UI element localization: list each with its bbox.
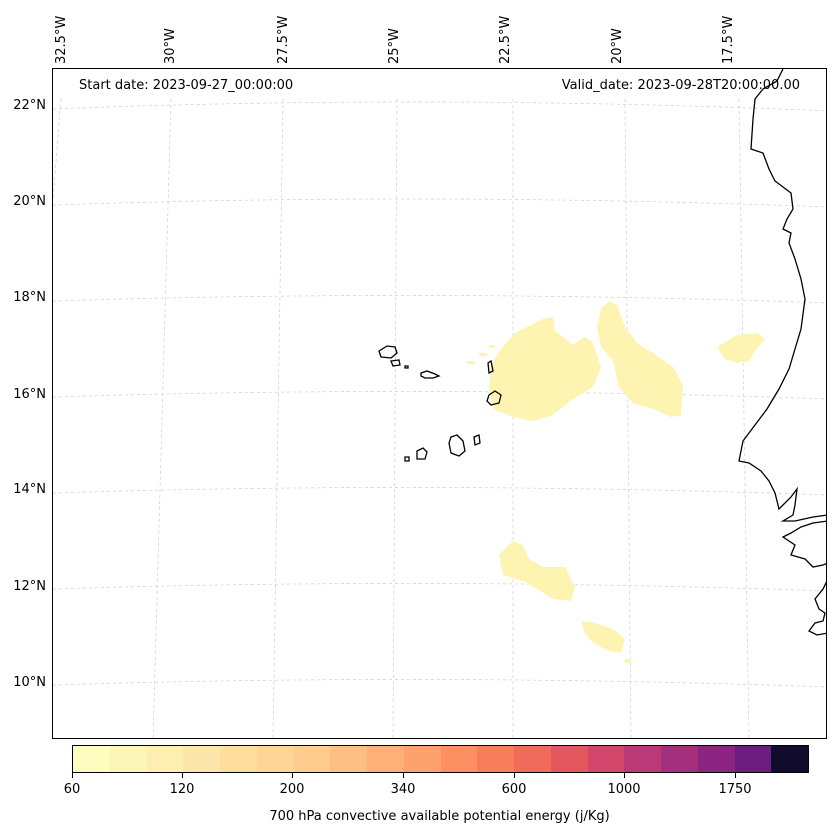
lon-label-32-5w: 32.5°W [54,15,69,64]
colorbar-segment [587,746,625,772]
colorbar-tickmark [292,773,293,778]
start-date-text: Start date: 2023-09-27_00:00:00 [79,78,294,93]
lat-label-20n: 20°N [13,194,46,209]
valid-date-text: Valid_date: 2023-09-28T20:00:00.00 [561,78,800,93]
island-maio [473,434,481,446]
colorbar-segment [220,746,257,772]
cape-region-south [499,541,575,601]
africa-coast [738,69,826,636]
colorbar-segment [440,746,478,772]
lon-label-27-5w: 27.5°W [276,15,291,64]
colorbar-segment [771,746,808,772]
colorbar-tickmark [403,773,404,778]
map-panel: Start date: 2023-09-27_00:00:00 Valid_da… [52,68,827,739]
cape-region-senegal [717,333,765,363]
colorbar-tickmark [514,773,515,778]
colorbar-tickmark [624,773,625,778]
island-sal [487,359,494,375]
lat-label-14n: 14°N [13,482,46,497]
island-santo-antao [378,345,398,359]
island-santa-luzia [404,365,409,369]
lon-label-17-5w: 17.5°W [721,15,736,64]
cape-region-central [489,317,601,421]
colorbar-tick-1000: 1000 [607,782,641,797]
colorbar-tickmark [72,773,73,778]
map-canvas [53,69,826,738]
island-brava [404,456,410,462]
island-boa-vista [486,390,502,406]
colorbar-segment [624,746,661,772]
colorbar-tickmark [182,773,183,778]
colorbar-segment [73,746,110,772]
colorbar-tick-600: 600 [501,782,527,797]
colorbar-tickmark [735,773,736,778]
colorbar-segment [697,746,735,772]
colorbar-segment [734,746,772,772]
island-fogo [416,447,428,460]
colorbar-segment [256,746,294,772]
colorbar-segment [109,746,147,772]
colorbar-segment [183,746,220,772]
lat-label-10n: 10°N [13,675,46,690]
lon-label-22-5w: 22.5°W [498,15,513,64]
colorbar-tick-1750: 1750 [718,782,752,797]
cape-region-east [597,301,683,417]
lon-label-25w: 25°W [387,28,402,64]
island-santiago [448,434,466,457]
colorbar-segment [514,746,551,772]
colorbar-segment [367,746,404,772]
lat-label-12n: 12°N [13,579,46,594]
gridlines [53,98,826,738]
colorbar-segment [330,746,367,772]
colorbar-tick-340: 340 [390,782,416,797]
colorbar [72,745,809,773]
colorbar-segment [661,746,698,772]
colorbar-segment [403,746,441,772]
island-sao-nicolau [420,370,441,379]
cape-shading [467,301,765,663]
lat-label-18n: 18°N [13,290,46,305]
lat-label-22n: 22°N [13,98,46,113]
colorbar-segment [550,746,588,772]
colorbar-label: 700 hPa convective available potential e… [269,809,610,824]
coastline [378,69,826,636]
lat-label-16n: 16°N [13,387,46,402]
colorbar-segment [293,746,331,772]
island-sao-vicente [390,359,401,367]
lon-label-20w: 20°W [610,28,625,64]
colorbar-tick-200: 200 [279,782,305,797]
cape-region-south2 [581,621,625,653]
colorbar-segment [477,746,514,772]
colorbar-tick-60: 60 [63,782,81,797]
colorbar-tick-120: 120 [169,782,195,797]
colorbar-segment [146,746,184,772]
lon-label-30w: 30°W [163,28,178,64]
